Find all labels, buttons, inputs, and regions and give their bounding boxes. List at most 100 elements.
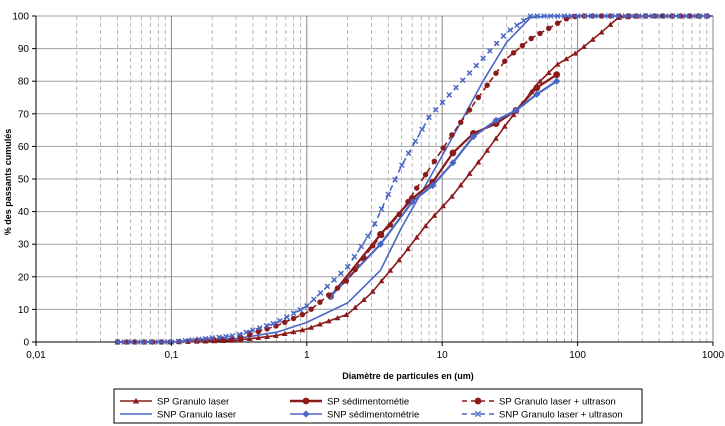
y-tick-label: 60 — [18, 142, 30, 153]
circle-marker — [422, 171, 429, 178]
legend: SP Granulo laser SP sédimentométie SP Gran… — [113, 388, 643, 424]
triangle-marker — [308, 324, 315, 330]
triangle-marker — [264, 333, 271, 339]
x-marker — [602, 13, 608, 19]
x-marker — [696, 13, 703, 19]
x-marker — [209, 335, 216, 341]
x-marker — [399, 162, 405, 169]
y-tick-label: 0 — [23, 338, 29, 349]
x-marker — [182, 337, 189, 344]
x-marker — [121, 339, 128, 345]
ticks-layer: 0 10 20 30 40 50 60 70 80 90 100 0,01 0,1 1 10 100 1000 — [12, 12, 724, 362]
circle-marker — [352, 266, 358, 273]
legend-label: SNP Granulo laser + ultrason — [499, 410, 623, 421]
triangle-marker — [501, 123, 508, 129]
x-marker — [371, 220, 378, 227]
triangle-marker — [405, 245, 411, 252]
legend-box — [113, 388, 643, 424]
x-marker — [473, 62, 480, 69]
x-marker — [256, 325, 263, 331]
diamond-marker — [408, 198, 416, 206]
x-marker — [317, 290, 324, 296]
circle-marker — [484, 82, 490, 88]
triangle-marker — [255, 334, 262, 340]
circle-marker — [317, 299, 323, 305]
circle-marker — [458, 119, 464, 126]
y-tick-label: 100 — [12, 12, 29, 23]
legend-label: SNP Granulo laser — [157, 410, 236, 421]
circle-marker — [528, 35, 534, 42]
x-marker — [608, 13, 615, 19]
series-5 — [114, 13, 713, 345]
triangle-marker — [554, 61, 561, 67]
triangle-marker — [457, 182, 464, 188]
x-marker — [683, 13, 690, 19]
circle-marker — [519, 42, 526, 49]
circle-marker — [370, 243, 376, 249]
x-marker — [331, 277, 337, 283]
x-marker — [487, 47, 493, 54]
x-marker — [649, 13, 656, 19]
x-tick-label: 0,1 — [164, 350, 178, 361]
circle-marker — [553, 71, 561, 79]
triangle-marker — [484, 147, 491, 153]
triangle-marker — [466, 170, 473, 176]
x-marker — [527, 13, 534, 19]
x-marker — [581, 13, 588, 19]
triangle-marker — [493, 135, 499, 141]
triangle-marker — [281, 330, 288, 337]
legend-item: SP sédimentométie — [290, 397, 409, 408]
x-marker — [195, 336, 202, 343]
legend-label: SP sédimentométie — [327, 397, 409, 408]
triangle-marker — [246, 335, 253, 342]
x-marker — [290, 310, 297, 317]
legend-label: SP Granulo laser — [157, 397, 229, 408]
triangle-marker — [317, 321, 323, 327]
x-marker — [405, 150, 412, 157]
x-marker — [635, 13, 642, 19]
triangle-marker — [563, 55, 570, 62]
legend-label: SP Granulo laser + ultrason — [499, 397, 616, 408]
series-3 — [327, 77, 561, 300]
x-marker — [554, 13, 561, 19]
y-tick-label: 90 — [18, 44, 30, 55]
triangle-marker — [325, 318, 332, 324]
legend-item: SNP sédimentométrie — [290, 410, 419, 421]
x-marker — [669, 13, 676, 19]
diamond-marker — [492, 116, 500, 124]
circle-marker — [246, 331, 253, 338]
circle-marker — [554, 20, 561, 26]
triangle-marker — [572, 50, 579, 56]
series-line — [329, 73, 558, 298]
x-marker — [474, 410, 482, 418]
x-marker — [690, 13, 696, 19]
x-marker — [283, 314, 290, 320]
circle-marker — [414, 185, 420, 191]
circle-marker — [678, 13, 684, 19]
y-tick-label: 30 — [18, 240, 30, 251]
circle-marker — [607, 13, 614, 19]
triangle-marker — [537, 78, 543, 84]
triangle-marker — [422, 223, 429, 229]
circle-marker — [440, 145, 446, 151]
x-marker — [547, 13, 554, 19]
x-marker — [480, 55, 486, 62]
triangle-marker — [396, 257, 403, 263]
x-marker — [338, 270, 344, 277]
triangle-marker — [378, 278, 385, 284]
x-marker — [304, 303, 310, 309]
legend-item: SP Granulo laser — [120, 397, 229, 408]
x-marker — [500, 33, 507, 39]
x-marker — [453, 84, 459, 91]
x-marker — [324, 283, 331, 290]
x-marker — [155, 339, 161, 345]
x-marker — [412, 138, 419, 145]
y-tick-label: 20 — [18, 272, 30, 283]
x-marker — [663, 13, 669, 19]
triangle-marker — [431, 212, 438, 218]
grid-layer — [36, 15, 713, 342]
x-marker — [358, 243, 365, 250]
circle-marker — [493, 70, 499, 76]
x-marker — [676, 13, 683, 19]
